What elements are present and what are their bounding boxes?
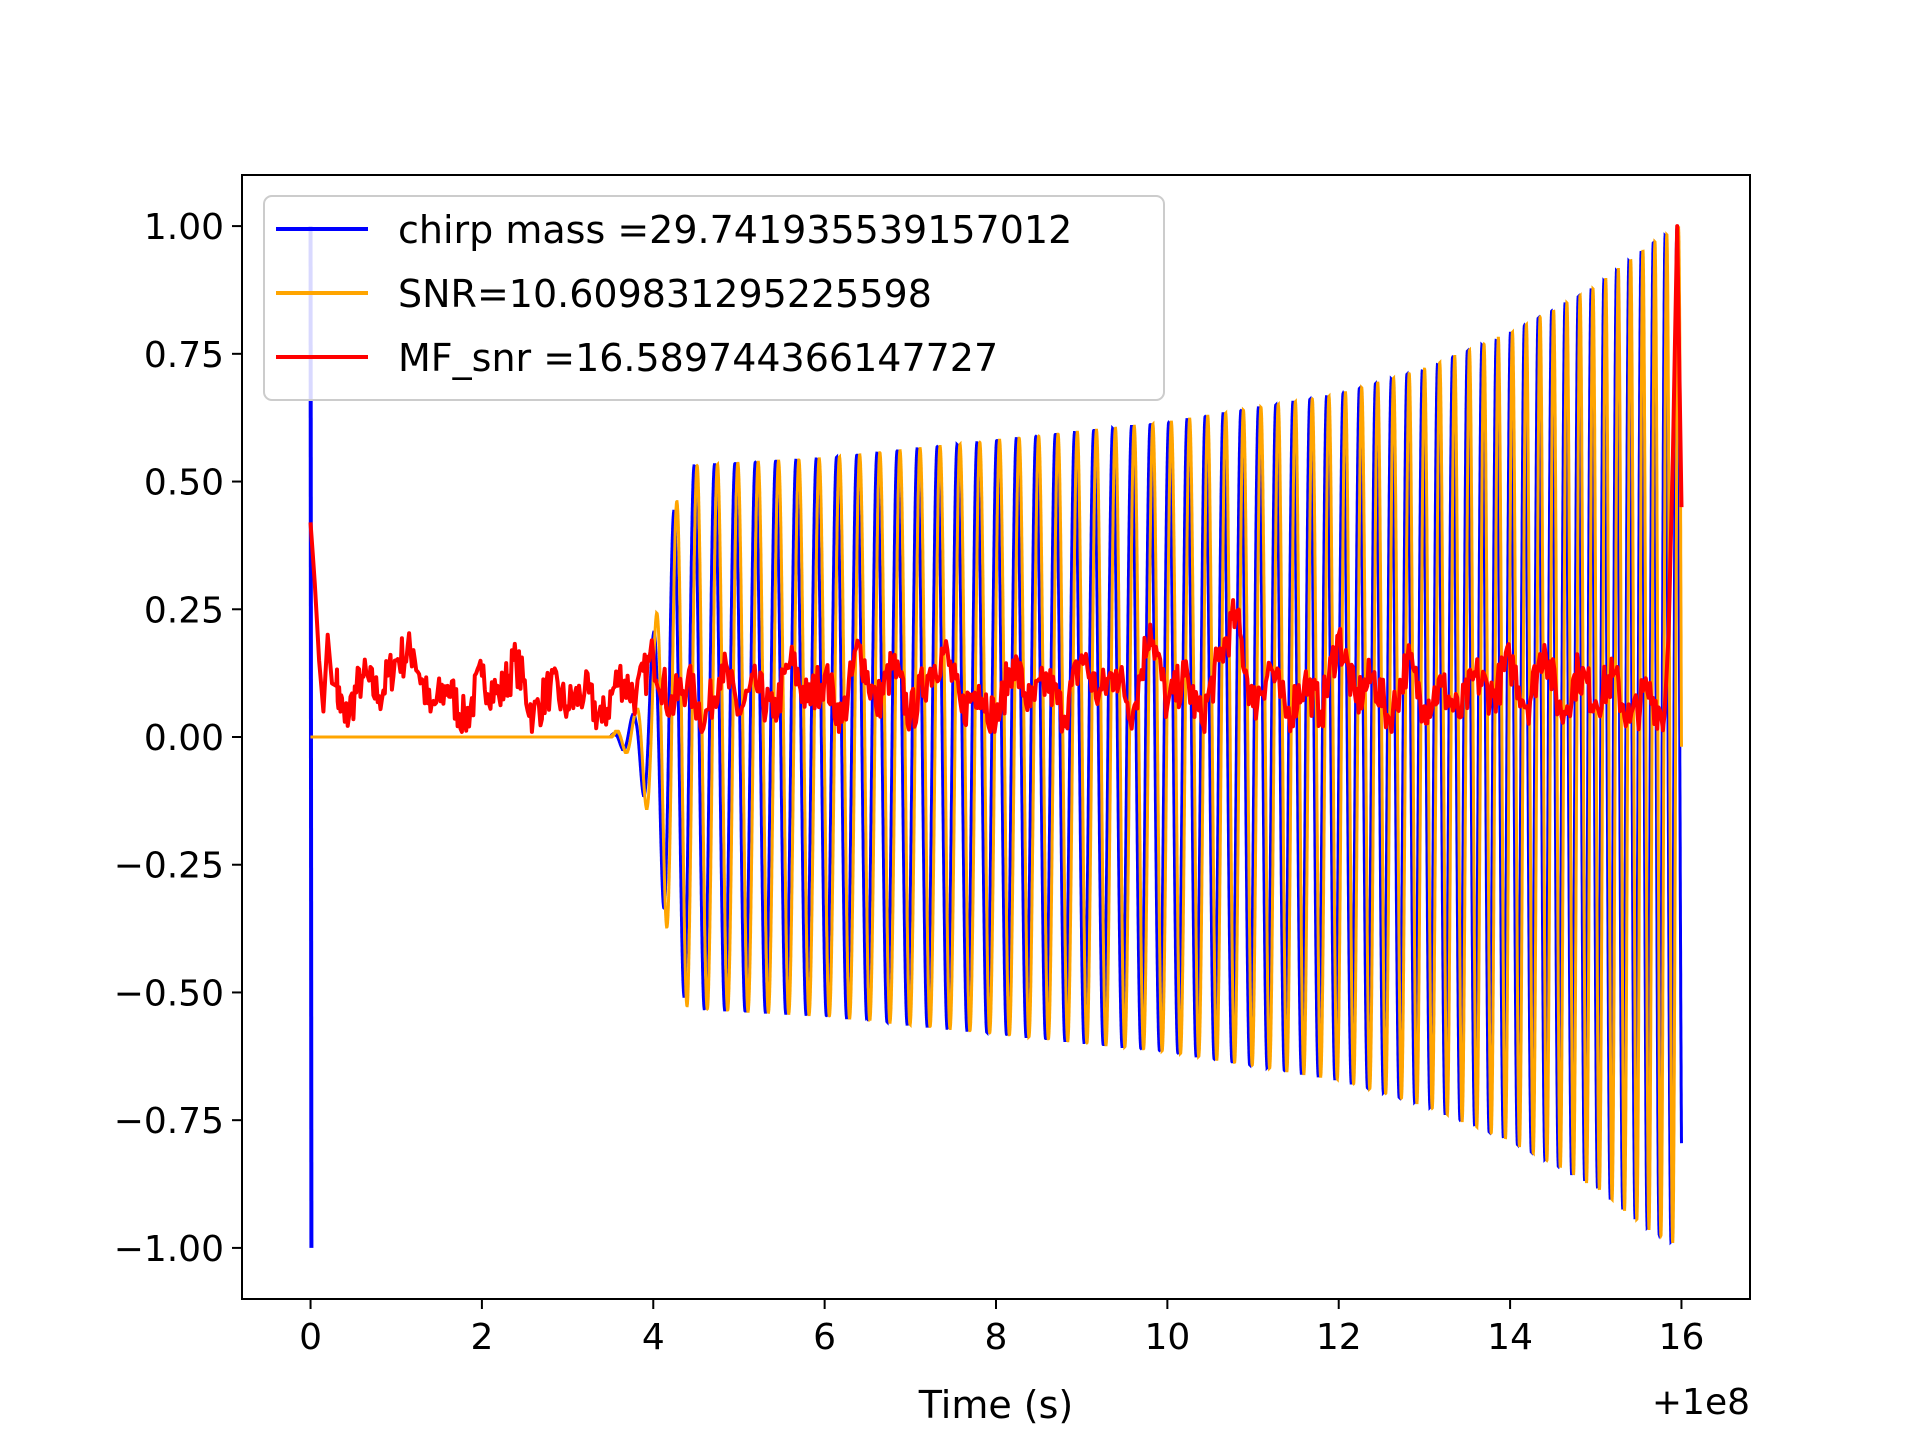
x-axis: 0 2 4 6 8 10 12 14 16 bbox=[299, 1299, 1704, 1358]
x-tick-label: 0 bbox=[299, 1317, 322, 1358]
y-tick-label: 0.50 bbox=[144, 463, 224, 504]
x-offset-label: +1e8 bbox=[1652, 1382, 1750, 1423]
x-tick-label: 12 bbox=[1316, 1317, 1362, 1358]
y-tick-label: −1.00 bbox=[114, 1229, 224, 1270]
x-tick-label: 10 bbox=[1144, 1317, 1190, 1358]
y-tick-label: 0.75 bbox=[144, 335, 224, 376]
x-tick-label: 4 bbox=[642, 1317, 665, 1358]
x-tick-label: 14 bbox=[1487, 1317, 1533, 1358]
y-tick-label: −0.50 bbox=[114, 973, 224, 1014]
y-tick-label: −0.25 bbox=[114, 846, 224, 887]
x-tick-label: 6 bbox=[813, 1317, 836, 1358]
legend: chirp mass =29.741935539157012 SNR=10.60… bbox=[263, 195, 1165, 401]
x-tick-label: 16 bbox=[1659, 1317, 1705, 1358]
y-tick-label: −0.75 bbox=[114, 1101, 224, 1142]
y-axis: 1.00 0.75 0.50 0.25 0.00 −0.25 −0.50 −0.75 −1.00 bbox=[114, 207, 242, 1270]
y-tick-label: 0.25 bbox=[144, 590, 224, 631]
series-mf-snr-line bbox=[308, 224, 1684, 734]
series-snr-line bbox=[310, 226, 1683, 1244]
legend-box bbox=[263, 195, 1165, 401]
x-axis-label: Time (s) bbox=[918, 1383, 1074, 1427]
y-tick-label: 1.00 bbox=[144, 207, 224, 248]
x-tick-label: 2 bbox=[470, 1317, 493, 1358]
x-tick-label: 8 bbox=[985, 1317, 1008, 1358]
legend-entry-mf-snr: MF_snr =16.589744366147727 bbox=[398, 336, 998, 380]
y-tick-label: 0.00 bbox=[144, 718, 224, 759]
legend-entry-chirp-mass: chirp mass =29.741935539157012 bbox=[398, 208, 1072, 252]
legend-entry-snr: SNR=10.609831295225598 bbox=[398, 272, 932, 316]
